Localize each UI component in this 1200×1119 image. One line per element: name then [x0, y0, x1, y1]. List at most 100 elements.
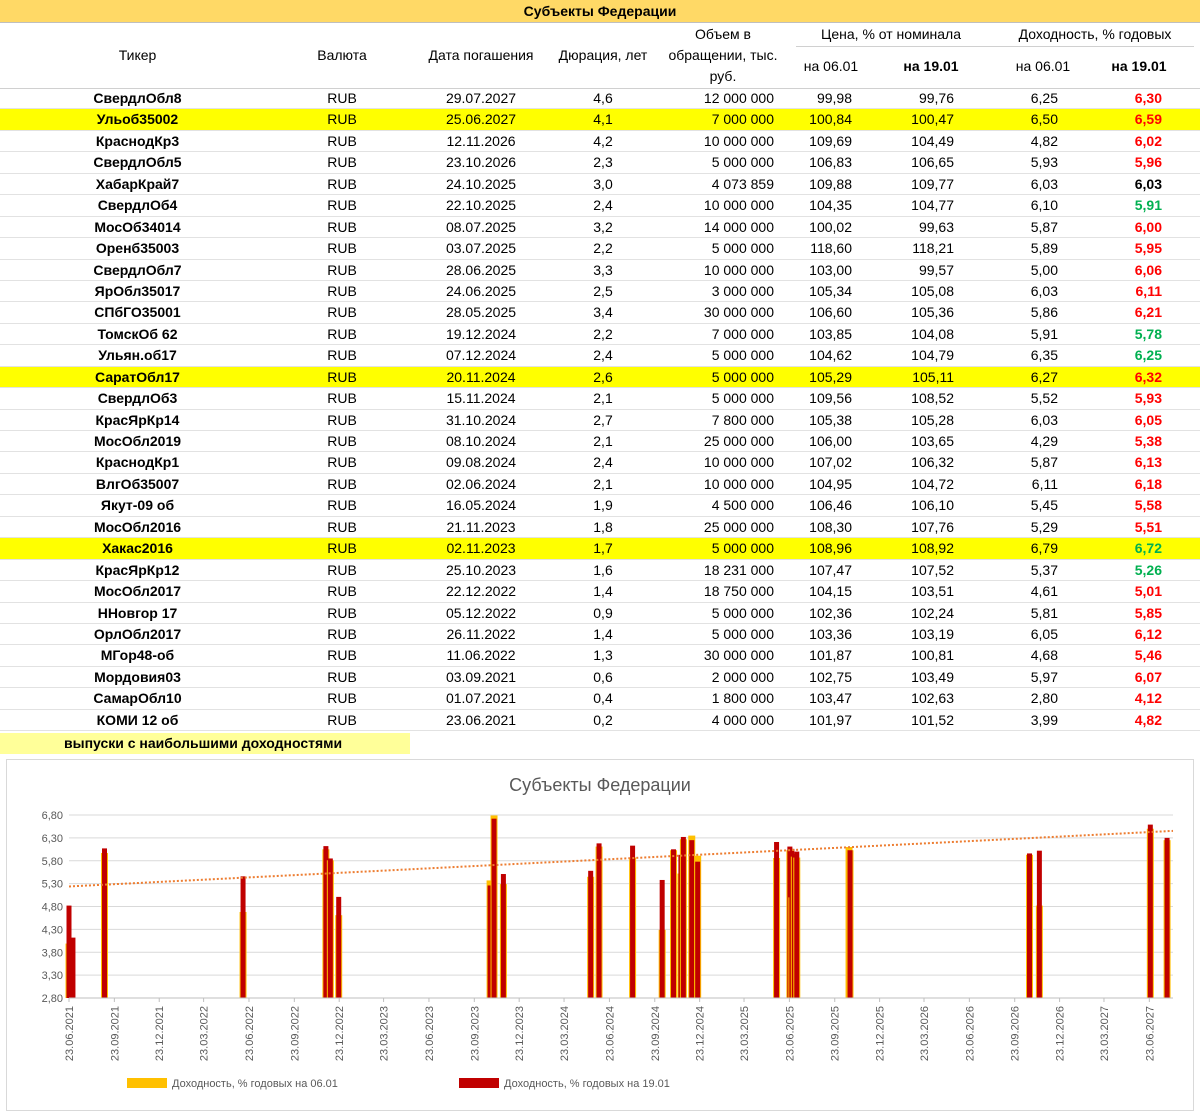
- cell-volume: 5 000 000: [711, 625, 774, 642]
- cell-price-1901: 103,19: [911, 625, 954, 642]
- cell-price-1901: 105,28: [911, 411, 954, 428]
- table-row: Ульян.об17 RUB 07.12.2024 2,4 5 000 000 104,6…: [0, 345, 1200, 367]
- cell-price-0601: 118,60: [810, 240, 852, 257]
- cell-ticker: КраснодКр1: [95, 454, 180, 471]
- cell-duration: 3,0: [593, 175, 613, 192]
- cell-duration: 2,2: [593, 325, 613, 342]
- cell-volume: 1 800 000: [711, 690, 774, 707]
- cell-volume: 5 000 000: [711, 540, 774, 557]
- cell-duration: 1,4: [593, 583, 613, 600]
- cell-duration: 1,8: [593, 518, 613, 535]
- header-yield-date1: на 06.01: [1015, 58, 1071, 74]
- bar-yield-1901: [1036, 850, 1042, 998]
- header-price-date2: на 19.01: [903, 58, 959, 74]
- cell-ticker: СаратОбл17: [95, 368, 180, 385]
- cell-duration: 3,2: [593, 218, 613, 235]
- cell-yield-0601: 5,87: [1030, 454, 1058, 471]
- cell-price-1901: 100,47: [911, 111, 954, 128]
- y-tick-label: 2,80: [42, 993, 63, 1005]
- cell-yield-0601: 4,82: [1030, 132, 1058, 149]
- bar-yield-1901: [774, 841, 780, 998]
- header-maturity: Дата погашения: [428, 47, 534, 63]
- cell-price-0601: 105,29: [809, 368, 852, 385]
- cell-ticker: СвердлОбл8: [93, 90, 182, 106]
- cell-price-0601: 103,85: [809, 325, 852, 342]
- table-row: СаратОбл17 RUB 20.11.2024 2,6 5 000 000 105,2…: [0, 366, 1200, 389]
- chart-title: Субъекты Федерации: [509, 775, 691, 795]
- cell-maturity: 11.06.2022: [446, 647, 516, 664]
- header-volume-line2: обращении, тыс.: [668, 47, 778, 63]
- cell-price-1901: 103,65: [911, 433, 954, 449]
- cell-currency: RUB: [327, 561, 357, 578]
- cell-yield-0601: 4,61: [1030, 583, 1058, 600]
- cell-maturity: 02.11.2023: [446, 540, 516, 557]
- cell-price-1901: 109,77: [911, 175, 954, 192]
- cell-ticker: Ульоб35002: [96, 111, 179, 128]
- highlight-note: выпуски с наибольшими доходностями: [0, 733, 410, 754]
- cell-volume: 5 000 000: [711, 347, 774, 364]
- x-tick-label: 23.06.2023: [424, 1006, 436, 1061]
- header-divider: [796, 46, 1194, 47]
- cell-price-1901: 107,52: [911, 561, 954, 578]
- header-currency: Валюта: [317, 47, 367, 63]
- cell-yield-0601: 6,10: [1030, 197, 1058, 214]
- cell-maturity: 08.10.2024: [445, 433, 517, 449]
- cell-yield-0601: 6,50: [1030, 111, 1058, 128]
- legend-swatch-1901: [459, 1078, 499, 1088]
- cell-maturity: 21.11.2023: [446, 518, 516, 535]
- cell-price-0601: 103,47: [809, 690, 852, 707]
- bar-yield-1901: [66, 905, 72, 998]
- table-row: СвердлОбл8 RUB 29.07.2027 4,6 12 000 000 99,9…: [0, 88, 1200, 110]
- cell-maturity: 08.07.2025: [445, 218, 517, 235]
- cell-yield-1901: 6,12: [1134, 625, 1162, 642]
- cell-price-0601: 104,95: [809, 475, 852, 492]
- bar-yield-1901: [1147, 824, 1153, 998]
- cell-duration: 2,4: [593, 347, 613, 364]
- cell-maturity: 28.05.2025: [445, 304, 517, 321]
- bar-yield-1901: [671, 849, 677, 998]
- cell-maturity: 16.05.2024: [445, 497, 517, 514]
- cell-volume: 25 000 000: [703, 433, 774, 449]
- legend-label-1901: Доходность, % годовых на 19.01: [504, 1078, 670, 1090]
- cell-maturity: 03.07.2025: [445, 240, 517, 257]
- cell-duration: 1,7: [593, 540, 613, 557]
- x-tick-label: 23.09.2023: [469, 1006, 481, 1061]
- table-row: МосОбл2019 RUB 08.10.2024 2,1 25 000 000 106,…: [0, 431, 1200, 453]
- cell-currency: RUB: [327, 540, 357, 557]
- cell-yield-1901: 6,72: [1134, 540, 1162, 557]
- header-duration: Дюрация, лет: [558, 47, 648, 63]
- cell-ticker: МосОбл2017: [93, 583, 182, 600]
- y-tick-label: 3,30: [42, 970, 63, 982]
- bar-yield-1901: [794, 851, 800, 998]
- bar-yield-1901: [630, 845, 636, 998]
- cell-price-1901: 99,63: [918, 218, 954, 235]
- cell-volume: 25 000 000: [703, 518, 774, 535]
- cell-yield-0601: 5,87: [1030, 218, 1058, 235]
- bar-yield-1901: [596, 843, 602, 998]
- x-tick-label: 23.09.2024: [650, 1006, 662, 1061]
- x-tick-label: 23.12.2023: [514, 1006, 526, 1061]
- x-tick-label: 23.03.2027: [1099, 1006, 1111, 1061]
- table-row: СвердлОб3 RUB 15.11.2024 2,1 5 000 000 109,56…: [0, 388, 1200, 410]
- cell-price-1901: 105,11: [912, 368, 954, 385]
- cell-volume: 4 073 859: [711, 175, 774, 192]
- x-tick-label: 23.12.2026: [1055, 1006, 1067, 1061]
- cell-ticker: ННовгор 17: [97, 604, 178, 621]
- cell-volume: 18 231 000: [703, 561, 774, 578]
- cell-maturity: 23.10.2026: [445, 154, 517, 171]
- cell-volume: 30 000 000: [703, 304, 774, 321]
- cell-volume: 5 000 000: [711, 390, 774, 407]
- cell-yield-0601: 5,00: [1030, 261, 1058, 278]
- cell-ticker: ТомскОб 62: [97, 325, 178, 342]
- bar-yield-1901: [70, 937, 76, 998]
- cell-volume: 10 000 000: [703, 454, 774, 471]
- cell-duration: 2,1: [593, 390, 613, 407]
- table-row: МосОбл2016 RUB 21.11.2023 1,8 25 000 000 108,…: [0, 517, 1200, 539]
- cell-yield-0601: 6,27: [1030, 368, 1058, 385]
- cell-volume: 10 000 000: [703, 261, 774, 278]
- cell-yield-1901: 6,25: [1134, 347, 1162, 364]
- cell-yield-0601: 6,35: [1030, 347, 1058, 364]
- cell-currency: RUB: [327, 132, 357, 149]
- bar-yield-1901: [102, 848, 108, 998]
- cell-duration: 3,3: [593, 261, 613, 278]
